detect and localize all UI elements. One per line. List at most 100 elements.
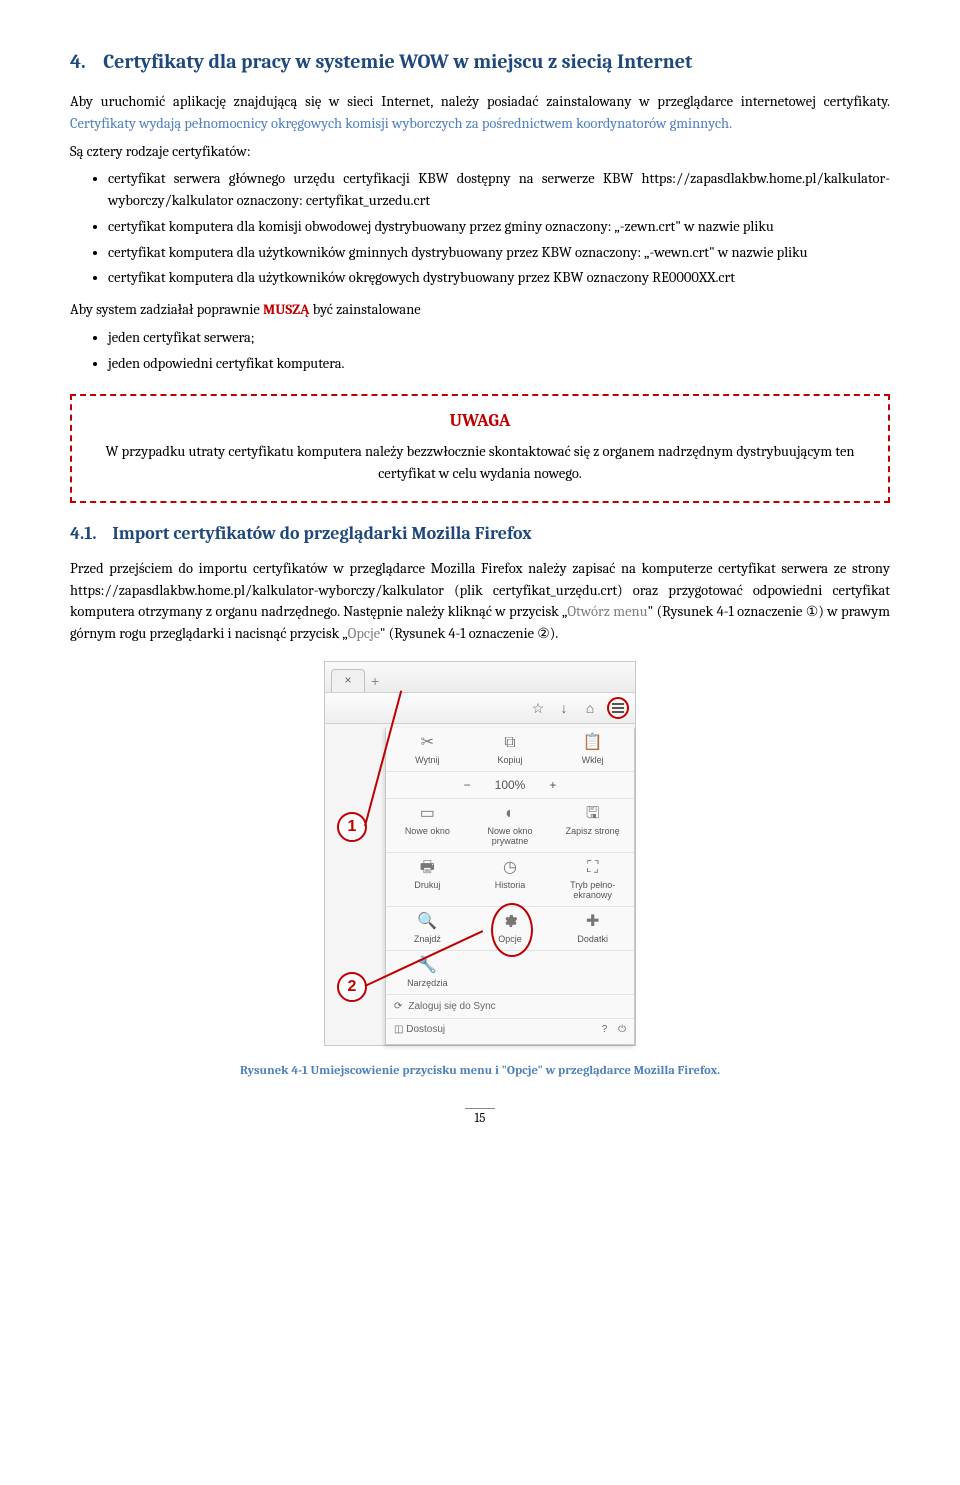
para-b: " (Rysunek 4-1 oznaczenie bbox=[648, 603, 806, 620]
history-button[interactable]: ◷ Historia bbox=[469, 853, 552, 906]
save-page-button[interactable]: 🖫 Zapisz stronę bbox=[551, 799, 634, 852]
dropdown-row: ▭ Nowe okno ◐ Nowe okno prywatne 🖫 Zapis… bbox=[386, 799, 634, 853]
section-4-intro-2: Są cztery rodzaje certyfikatów: bbox=[70, 141, 890, 163]
figure-caption: Rysunek 4-1 Umiejscowienie przycisku men… bbox=[70, 1064, 890, 1078]
help-icon[interactable]: ? bbox=[602, 1024, 608, 1035]
private-window-label: Nowe okno prywatne bbox=[487, 826, 532, 846]
gear-icon bbox=[471, 913, 550, 931]
open-menu-button[interactable] bbox=[607, 697, 629, 719]
customize-row: ◫ Dostosuj ? ⏻ bbox=[386, 1019, 634, 1040]
window-icon: ▭ bbox=[388, 805, 467, 823]
tools-icon: 🔧 bbox=[388, 957, 467, 975]
firefox-tabbar: × + bbox=[325, 662, 635, 693]
downloads-icon[interactable]: ↓ bbox=[555, 699, 573, 717]
list-item: certyfikat komputera dla użytkowników gm… bbox=[108, 242, 890, 264]
cut-icon: ✂ bbox=[388, 734, 467, 752]
required-cert-list: jeden certyfikat serwera; jeden odpowied… bbox=[70, 327, 890, 375]
copy-icon: ⧉ bbox=[471, 734, 550, 752]
warning-text: W przypadku utraty certyfikatu komputera… bbox=[90, 441, 870, 485]
section-4-heading: 4. Certyfikaty dla pracy w systemie WOW … bbox=[70, 50, 890, 73]
options-button[interactable]: Opcje bbox=[469, 907, 552, 950]
sync-icon: ⟳ bbox=[394, 1001, 402, 1012]
new-tab-button[interactable]: + bbox=[371, 673, 379, 689]
dropdown-row: ✂ Wytnij ⧉ Kopiuj 📋 Wklej bbox=[386, 728, 634, 772]
warning-title: UWAGA bbox=[90, 410, 870, 431]
page-footer: 15 bbox=[70, 1108, 890, 1126]
fullscreen-button[interactable]: ⛶ Tryb pełno-ekranowy bbox=[551, 853, 634, 906]
cert-types-list: certyfikat serwera głównego urzędu certy… bbox=[70, 168, 890, 289]
save-icon: 🖫 bbox=[553, 805, 632, 823]
section-4-title: Certyfikaty dla pracy w systemie WOW w m… bbox=[103, 50, 692, 73]
intro-text-1b: Certyfikaty wydają pełnomocnicy okręgowy… bbox=[70, 115, 732, 132]
new-window-label: Nowe okno bbox=[405, 826, 450, 836]
firefox-menu-screenshot: × + ☆ ↓ ⌂ ✂ Wytnij ⧉ bbox=[324, 661, 636, 1046]
section-4-number: 4. bbox=[70, 50, 86, 73]
empty-cell bbox=[469, 951, 552, 994]
para-d: " (Rysunek 4-1 oznaczenie bbox=[380, 625, 538, 642]
fullscreen-label: Tryb pełno-ekranowy bbox=[570, 880, 615, 900]
firefox-toolbar: ☆ ↓ ⌂ bbox=[325, 693, 635, 724]
firefox-dropdown: ✂ Wytnij ⧉ Kopiuj 📋 Wklej − 100% + bbox=[385, 728, 635, 1045]
find-label: Znajdź bbox=[414, 934, 441, 944]
dropdown-row: 🔍 Znajdź Opcje ✚ Dodatki bbox=[386, 907, 634, 951]
section-4-intro: Aby uruchomić aplikację znajdującą się w… bbox=[70, 91, 890, 135]
cut-button[interactable]: ✂ Wytnij bbox=[386, 728, 469, 771]
section-41-title: Import certyfikatów do przeglądarki Mozi… bbox=[112, 523, 531, 544]
paste-button[interactable]: 📋 Wklej bbox=[551, 728, 634, 771]
private-icon: ◐ bbox=[471, 805, 550, 823]
zoom-out-button[interactable]: − bbox=[464, 778, 471, 792]
dropdown-row: 🖶 Drukuj ◷ Historia ⛶ Tryb pełno-ekranow… bbox=[386, 853, 634, 907]
addons-button[interactable]: ✚ Dodatki bbox=[551, 907, 634, 950]
bottom-right-icons: ? ⏻ bbox=[602, 1024, 626, 1035]
list-item: jeden certyfikat serwera; bbox=[108, 327, 890, 349]
quit-icon[interactable]: ⏻ bbox=[618, 1024, 626, 1035]
sync-row[interactable]: ⟳ Zaloguj się do Sync bbox=[386, 995, 634, 1019]
empty-cell bbox=[551, 951, 634, 994]
list-item: certyfikat serwera głównego urzędu certy… bbox=[108, 168, 890, 212]
list-item: certyfikat komputera dla komisji obwodow… bbox=[108, 216, 890, 238]
print-icon: 🖶 bbox=[388, 859, 467, 877]
private-window-button[interactable]: ◐ Nowe okno prywatne bbox=[469, 799, 552, 852]
circled-1: ① bbox=[806, 601, 819, 622]
addons-label: Dodatki bbox=[577, 934, 608, 944]
annotation-badge-1: 1 bbox=[337, 812, 367, 842]
copy-label: Kopiuj bbox=[497, 755, 522, 765]
bookmark-icon[interactable]: ☆ bbox=[529, 699, 547, 717]
intro-text-1: Aby uruchomić aplikację znajdującą się w… bbox=[70, 93, 890, 110]
print-label: Drukuj bbox=[414, 880, 440, 890]
paste-icon: 📋 bbox=[553, 734, 632, 752]
figure-4-1: × + ☆ ↓ ⌂ ✂ Wytnij ⧉ bbox=[70, 661, 890, 1078]
new-window-button[interactable]: ▭ Nowe okno bbox=[386, 799, 469, 852]
home-icon[interactable]: ⌂ bbox=[581, 699, 599, 717]
annotation-badge-2: 2 bbox=[337, 972, 367, 1002]
quoted-2: Opcje bbox=[348, 625, 380, 642]
warning-box: UWAGA W przypadku utraty certyfikatu kom… bbox=[70, 394, 890, 503]
zoom-level: 100% bbox=[495, 778, 526, 792]
list-item: jeden odpowiedni certyfikat komputera. bbox=[108, 353, 890, 375]
section-41-number: 4.1. bbox=[70, 523, 96, 544]
customize-button[interactable]: ◫ Dostosuj bbox=[394, 1024, 445, 1035]
must-word: MUSZĄ bbox=[263, 301, 310, 318]
after-text-b: być zainstalowane bbox=[310, 301, 421, 318]
customize-label: Dostosuj bbox=[406, 1024, 445, 1035]
circled-2: ② bbox=[537, 623, 550, 644]
cut-label: Wytnij bbox=[415, 755, 439, 765]
zoom-in-button[interactable]: + bbox=[549, 778, 556, 792]
page-content: 4. Certyfikaty dla pracy w systemie WOW … bbox=[0, 0, 960, 1156]
sync-label: Zaloguj się do Sync bbox=[408, 1001, 495, 1012]
fullscreen-icon: ⛶ bbox=[553, 859, 632, 877]
customize-icon: ◫ bbox=[394, 1024, 403, 1035]
firefox-tab[interactable]: × bbox=[331, 669, 365, 692]
history-label: Historia bbox=[495, 880, 526, 890]
para-e: ). bbox=[550, 625, 559, 642]
page-number: 15 bbox=[465, 1108, 496, 1126]
print-button[interactable]: 🖶 Drukuj bbox=[386, 853, 469, 906]
history-icon: ◷ bbox=[471, 859, 550, 877]
must-install-text: Aby system zadziałał poprawnie MUSZĄ być… bbox=[70, 299, 890, 321]
tools-label: Narzędzia bbox=[407, 978, 448, 988]
copy-button[interactable]: ⧉ Kopiuj bbox=[469, 728, 552, 771]
after-text-a: Aby system zadziałał poprawnie bbox=[70, 301, 263, 318]
find-icon: 🔍 bbox=[388, 913, 467, 931]
section-41-paragraph: Przed przejściem do importu certyfikatów… bbox=[70, 558, 890, 645]
zoom-row: − 100% + bbox=[386, 772, 634, 799]
